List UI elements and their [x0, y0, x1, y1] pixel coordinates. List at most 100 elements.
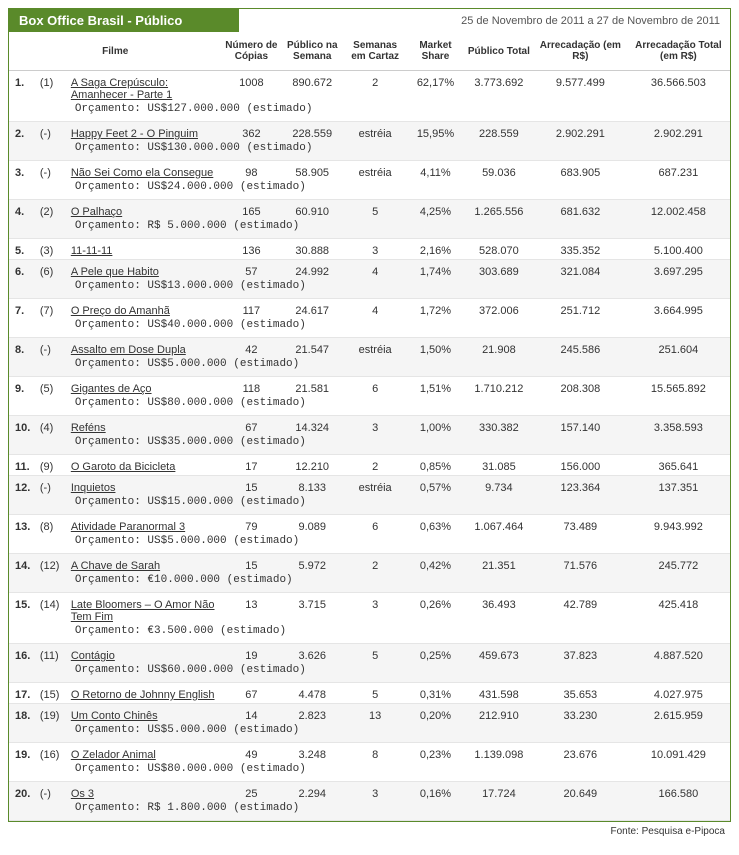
table-row: 8.(-)Assalto em Dose Dupla4221.547estréi… — [9, 338, 730, 359]
pub-week-cell: 2.823 — [281, 704, 343, 725]
budget-row: Orçamento: R$ 5.000.000 (estimado) — [9, 220, 730, 239]
pub-week-cell: 3.715 — [281, 593, 343, 626]
pub-total-cell: 1.067.464 — [464, 515, 534, 536]
budget-row: Orçamento: US$40.000.000 (estimado) — [9, 319, 730, 338]
film-link[interactable]: O Palhaço — [71, 206, 122, 218]
pub-week-cell: 24.617 — [281, 299, 343, 320]
gross-total-cell: 425.418 — [627, 593, 730, 626]
gross-total-cell: 9.943.992 — [627, 515, 730, 536]
table-row: 7.(7)O Preço do Amanhã11724.61741,72%372… — [9, 299, 730, 320]
gross-total-cell: 3.664.995 — [627, 299, 730, 320]
film-link[interactable]: Os 3 — [71, 788, 94, 800]
share-cell: 0,16% — [407, 782, 464, 803]
table-header-row: Filme Número de Cópias Público na Semana… — [9, 32, 730, 71]
film-link[interactable]: Atividade Paranormal 3 — [71, 521, 185, 533]
film-link[interactable]: O Garoto da Bicicleta — [71, 461, 176, 473]
film-link[interactable]: A Saga Crepúsculo: Amanhecer - Parte 1 — [71, 77, 173, 101]
film-link[interactable]: O Preço do Amanhã — [71, 305, 170, 317]
blank-cell — [38, 625, 69, 644]
copies-cell: 117 — [221, 299, 281, 320]
share-cell: 1,74% — [407, 260, 464, 281]
film-link[interactable]: Inquietos — [71, 482, 116, 494]
table-body: 1.(1)A Saga Crepúsculo: Amanhecer - Part… — [9, 71, 730, 821]
gross-cell: 681.632 — [534, 200, 627, 221]
table-row: 12.(-)Inquietos158.133estréia0,57%9.7341… — [9, 476, 730, 497]
prev-rank-cell: (-) — [38, 338, 69, 359]
weeks-cell: 3 — [343, 416, 407, 437]
blank-cell — [38, 358, 69, 377]
report-container: Box Office Brasil - Público 25 de Novemb… — [8, 8, 731, 822]
film-link[interactable]: Um Conto Chinês — [71, 710, 158, 722]
film-link[interactable]: A Pele que Habito — [71, 266, 159, 278]
budget-row: Orçamento: US$5.000.000 (estimado) — [9, 358, 730, 377]
weeks-cell: 3 — [343, 239, 407, 260]
weeks-cell: 5 — [343, 200, 407, 221]
film-link[interactable]: Assalto em Dose Dupla — [71, 344, 186, 356]
share-cell: 0,85% — [407, 455, 464, 476]
col-share: Market Share — [407, 32, 464, 71]
weeks-cell: 2 — [343, 455, 407, 476]
film-link[interactable]: 11-11-11 — [71, 245, 113, 257]
blank-cell — [38, 436, 69, 455]
share-cell: 4,11% — [407, 161, 464, 182]
weeks-cell: 5 — [343, 683, 407, 704]
blank-cell — [38, 802, 69, 821]
film-cell: O Preço do Amanhã — [69, 299, 222, 320]
weeks-cell: 3 — [343, 782, 407, 803]
pub-total-cell: 17.724 — [464, 782, 534, 803]
share-cell: 0,31% — [407, 683, 464, 704]
rank-cell: 19. — [9, 743, 38, 764]
blank-cell — [38, 763, 69, 782]
film-link[interactable]: O Zelador Animal — [71, 749, 156, 761]
col-gross-total: Arrecadação Total (em R$) — [627, 32, 730, 71]
prev-rank-cell: (8) — [38, 515, 69, 536]
pub-total-cell: 31.085 — [464, 455, 534, 476]
pub-week-cell: 890.672 — [281, 71, 343, 104]
film-link[interactable]: Não Sei Como ela Consegue — [71, 167, 213, 179]
budget-cell: Orçamento: €10.000.000 (estimado) — [69, 574, 730, 593]
rank-cell: 3. — [9, 161, 38, 182]
table-row: 5.(3)11-11-1113630.88832,16%528.070335.3… — [9, 239, 730, 260]
film-link[interactable]: Contágio — [71, 650, 115, 662]
gross-total-cell: 2.615.959 — [627, 704, 730, 725]
table-row: 19.(16)O Zelador Animal493.24880,23%1.13… — [9, 743, 730, 764]
table-row: 4.(2)O Palhaço16560.91054,25%1.265.55668… — [9, 200, 730, 221]
pub-total-cell: 1.265.556 — [464, 200, 534, 221]
budget-cell: Orçamento: €3.500.000 (estimado) — [69, 625, 730, 644]
weeks-cell: estréia — [343, 161, 407, 182]
budget-row: Orçamento: US$13.000.000 (estimado) — [9, 280, 730, 299]
film-link[interactable]: Happy Feet 2 - O Pinguim — [71, 128, 198, 140]
film-link[interactable]: Late Bloomers – O Amor Não Tem Fim — [71, 599, 215, 623]
pub-total-cell: 459.673 — [464, 644, 534, 665]
film-cell: Assalto em Dose Dupla — [69, 338, 222, 359]
gross-cell: 23.676 — [534, 743, 627, 764]
film-link[interactable]: Gigantes de Aço — [71, 383, 152, 395]
pub-total-cell: 528.070 — [464, 239, 534, 260]
budget-row: Orçamento: US$35.000.000 (estimado) — [9, 436, 730, 455]
blank-cell — [9, 535, 38, 554]
pub-total-cell: 36.493 — [464, 593, 534, 626]
film-cell: Gigantes de Aço — [69, 377, 222, 398]
share-cell: 15,95% — [407, 122, 464, 143]
weeks-cell: estréia — [343, 476, 407, 497]
table-row: 15.(14)Late Bloomers – O Amor Não Tem Fi… — [9, 593, 730, 626]
film-cell: Não Sei Como ela Consegue — [69, 161, 222, 182]
blank-cell — [9, 574, 38, 593]
blank-cell — [9, 220, 38, 239]
film-link[interactable]: Reféns — [71, 422, 106, 434]
pub-total-cell: 3.773.692 — [464, 71, 534, 104]
budget-cell: Orçamento: US$40.000.000 (estimado) — [69, 319, 730, 338]
budget-cell: Orçamento: R$ 5.000.000 (estimado) — [69, 220, 730, 239]
film-link[interactable]: O Retorno de Johnny English — [71, 689, 215, 701]
film-link[interactable]: A Chave de Sarah — [71, 560, 160, 572]
share-cell: 0,23% — [407, 743, 464, 764]
film-cell: Um Conto Chinês — [69, 704, 222, 725]
prev-rank-cell: (4) — [38, 416, 69, 437]
prev-rank-cell: (-) — [38, 782, 69, 803]
pub-week-cell: 21.581 — [281, 377, 343, 398]
pub-total-cell: 228.559 — [464, 122, 534, 143]
prev-rank-cell: (12) — [38, 554, 69, 575]
share-cell: 0,57% — [407, 476, 464, 497]
pub-week-cell: 12.210 — [281, 455, 343, 476]
weeks-cell: 5 — [343, 644, 407, 665]
